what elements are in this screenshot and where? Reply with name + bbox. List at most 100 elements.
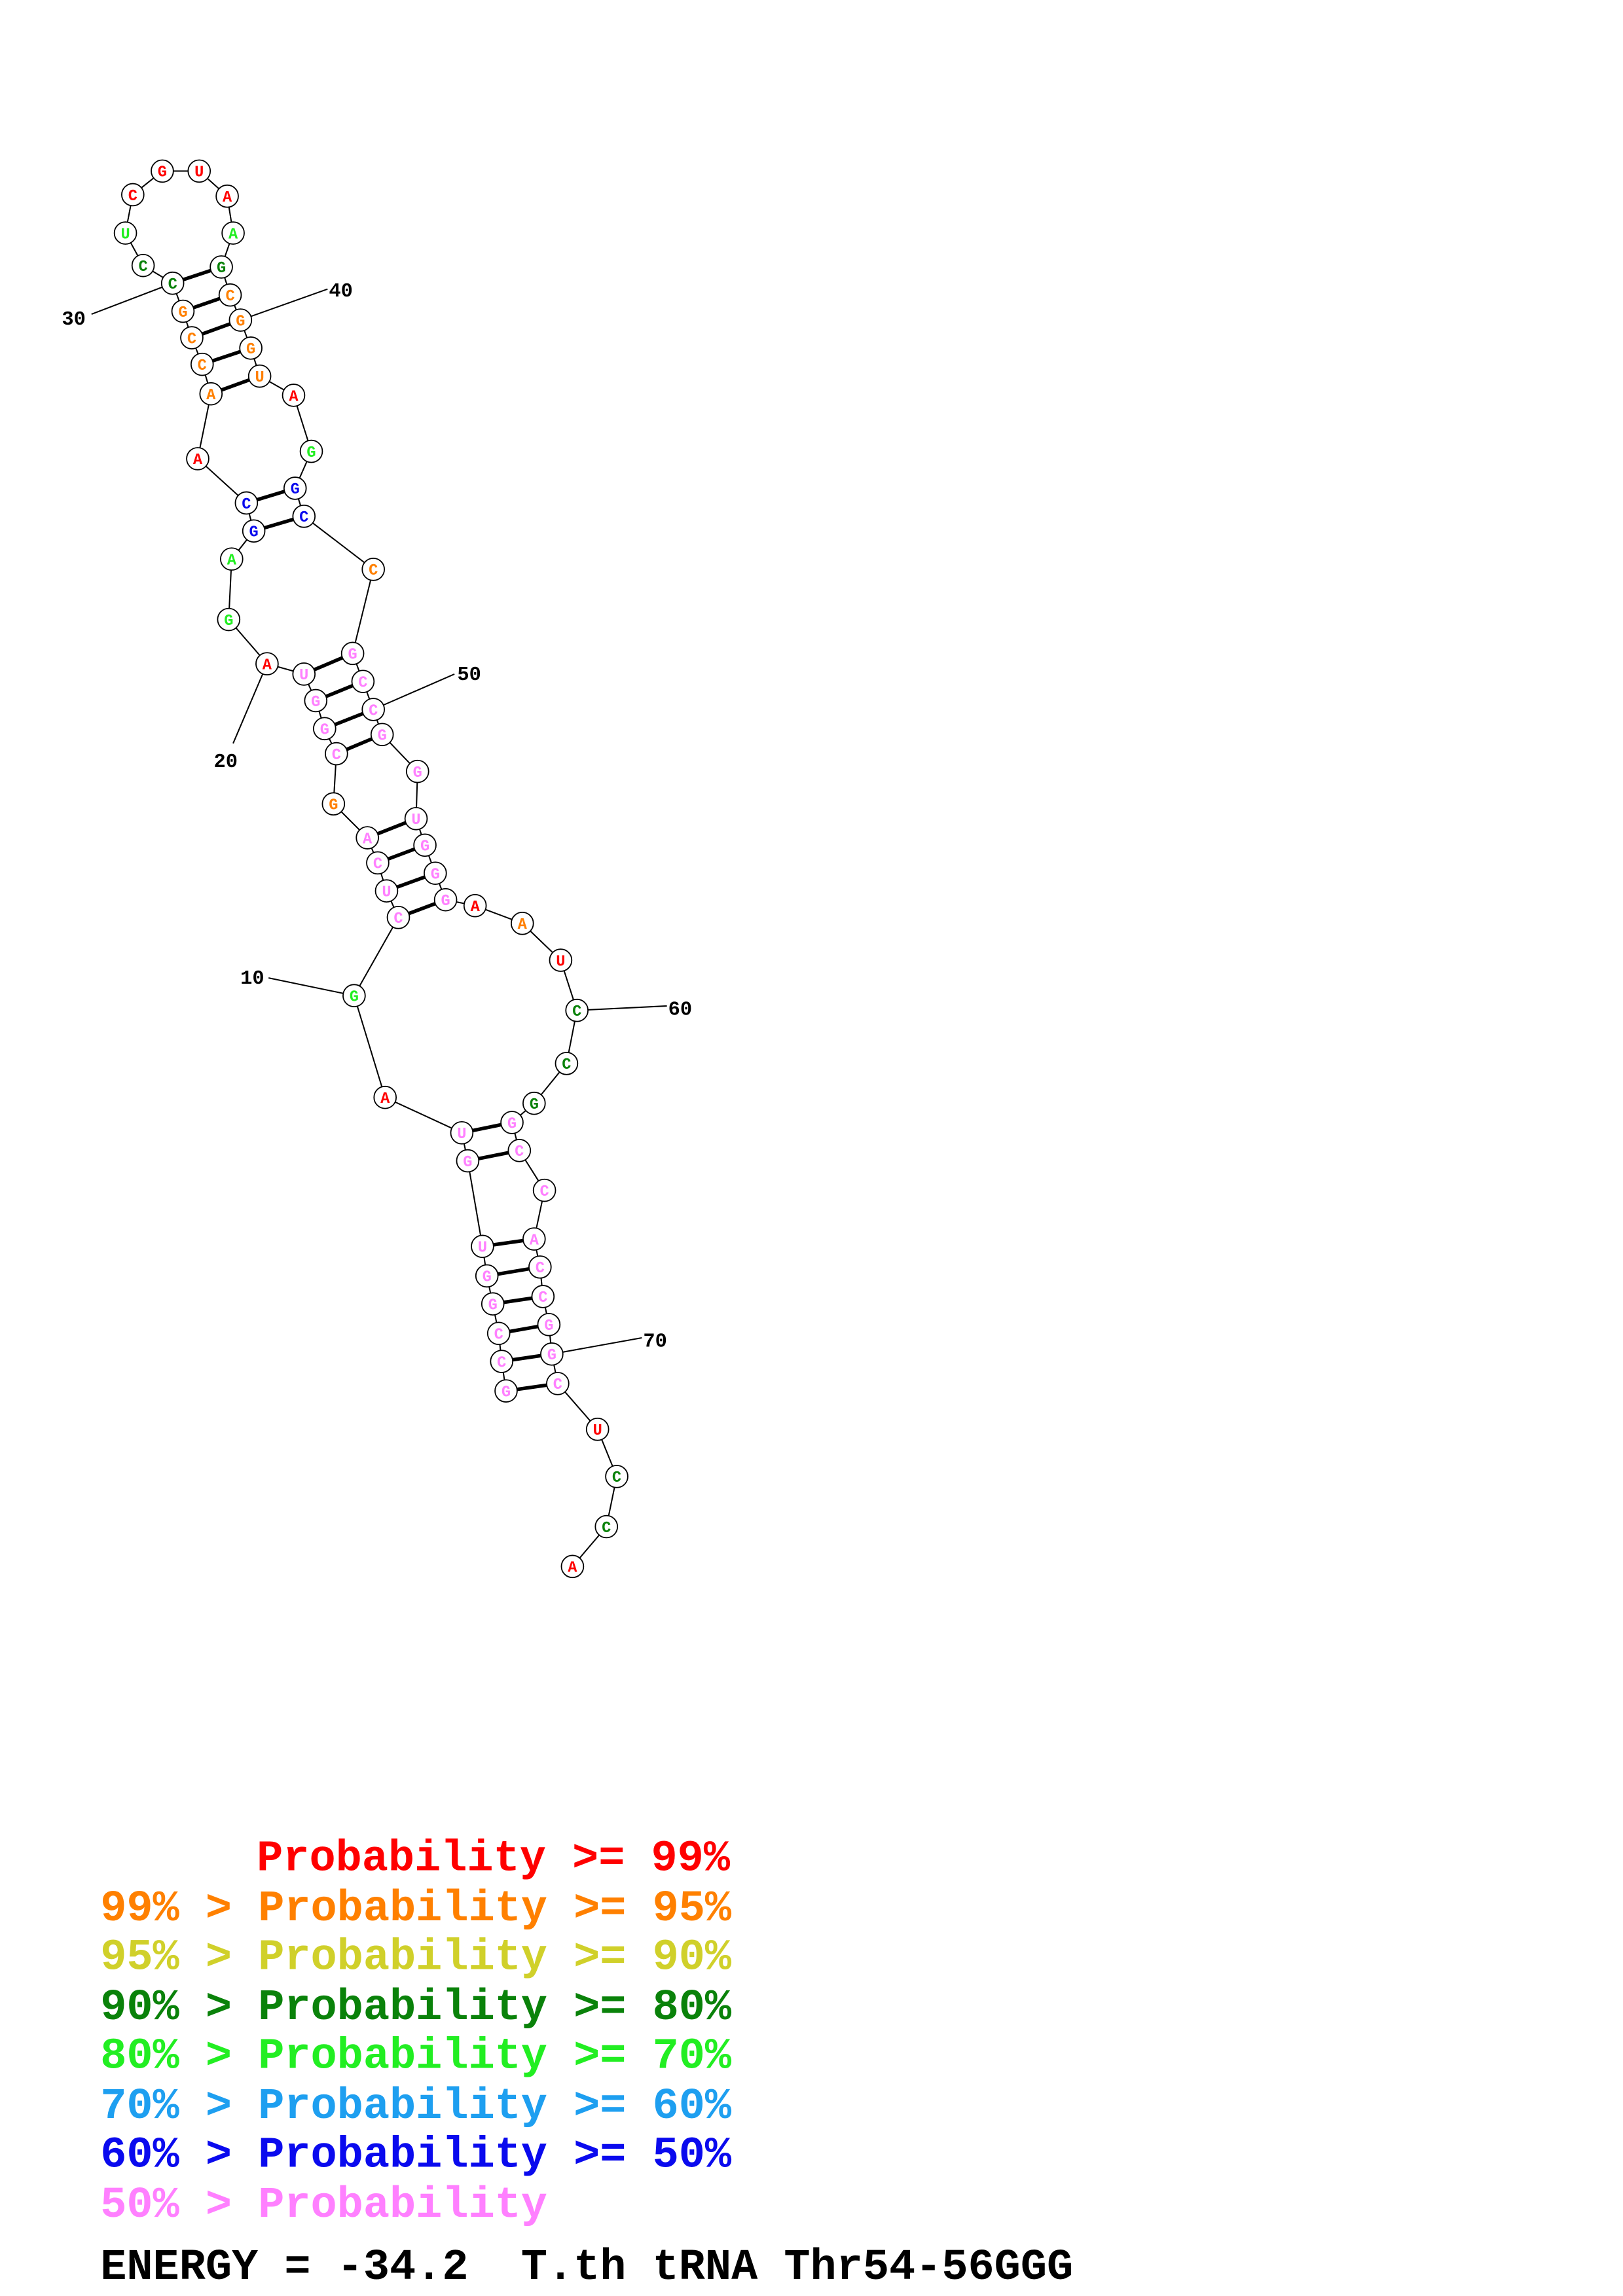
nucleotide-letter: C	[332, 747, 341, 764]
nucleotide: G	[312, 717, 337, 741]
nucleotide: C	[218, 283, 242, 307]
backbone-link	[353, 995, 386, 1098]
nucleotide-circle	[475, 1264, 499, 1288]
nucleotide-circle	[522, 1227, 546, 1251]
nucleotide-circle	[121, 183, 145, 207]
nucleotide: C	[234, 491, 259, 515]
nucleotide-letter: A	[380, 1090, 390, 1108]
nucleotide-circle	[239, 336, 263, 360]
nucleotide: C	[361, 558, 385, 581]
nucleotide: C	[292, 504, 316, 528]
nucleotide-letter: A	[193, 452, 203, 469]
backbone-link	[352, 569, 374, 654]
nucleotide-letter: C	[187, 331, 196, 348]
nucleotide-letter: A	[206, 387, 216, 404]
nucleotide-circle	[187, 159, 211, 183]
nucleotide-circle	[500, 1111, 524, 1134]
nucleotide: U	[292, 662, 316, 686]
nucleotide-letter: U	[593, 1422, 602, 1440]
nucleotide-letter: G	[158, 164, 167, 182]
nucleotide: G	[210, 255, 233, 279]
nucleotide: G	[405, 759, 429, 783]
nucleotide: G	[283, 476, 307, 500]
position-label: 20	[214, 751, 238, 774]
position-labels: 10 20 30 40 50 60 70	[62, 281, 692, 1354]
nucleotide-letter: C	[358, 674, 367, 692]
nucleotide-letter: A	[471, 899, 481, 916]
nucleotide-letter: C	[497, 1354, 506, 1372]
position-label-tick	[232, 663, 268, 744]
position-label-ticks	[91, 282, 667, 1355]
nucleotide-letter: C	[198, 357, 207, 375]
nucleotide: A	[255, 652, 279, 675]
nucleotide: A	[522, 1227, 546, 1251]
nucleotide: G	[239, 336, 263, 360]
nucleotide-circle	[218, 283, 242, 307]
nucleotide: C	[594, 1515, 619, 1539]
nucleotide: C	[486, 1321, 511, 1346]
nucleotide-circle	[481, 1292, 505, 1316]
nucleotide-circle	[215, 184, 239, 208]
nucleotide: C	[351, 670, 375, 693]
nucleotide: C	[361, 698, 385, 721]
nucleotide-circle	[283, 476, 307, 500]
nucleotide: G	[481, 1292, 505, 1316]
nucleotide-letter: C	[225, 288, 234, 306]
nucleotide: G	[242, 519, 266, 543]
nucleotide-letter: C	[299, 509, 308, 527]
nucleotide: U	[374, 879, 399, 903]
nucleotide-circle	[386, 905, 410, 929]
nucleotide: U	[247, 364, 272, 388]
nucleotide-circle	[151, 159, 174, 183]
nucleotide-letter: U	[478, 1240, 487, 1257]
nucleotide-letter: C	[515, 1143, 524, 1161]
probability-legend: Probability >= 99% 99% > Probability >= …	[100, 1835, 732, 2231]
nucleotide-circle	[549, 948, 573, 972]
nucleotide-circle	[351, 670, 375, 693]
legend-entry: Probability >= 99%	[257, 1835, 731, 1884]
nucleotide-letter: G	[507, 1115, 517, 1133]
nucleotide-letter: G	[320, 722, 329, 740]
nucleotide-letter: U	[255, 369, 264, 387]
nucleotide-circle	[510, 911, 534, 935]
nucleotide-circle	[456, 1149, 480, 1173]
nucleotide: A	[373, 1085, 397, 1109]
nucleotide-circle	[370, 723, 394, 747]
nucleotide-letter: U	[299, 667, 308, 685]
nucleotide: G	[171, 299, 195, 323]
nucleotide-circle	[433, 888, 458, 912]
position-label: 40	[329, 281, 353, 303]
nucleotide: C	[507, 1139, 532, 1162]
position-label-tick	[268, 977, 355, 997]
nucleotide-letter: G	[463, 1154, 472, 1172]
nucleotide: G	[522, 1091, 546, 1115]
nucleotide: G	[456, 1149, 480, 1173]
nucleotide-circle	[299, 439, 323, 463]
nucleotide-circle	[507, 1139, 532, 1162]
nucleotide: C	[490, 1350, 514, 1373]
legend-entry: 60% > Probability >= 50%	[100, 2131, 732, 2181]
nucleotide-letter: A	[227, 552, 237, 569]
nucleotide: G	[413, 833, 437, 857]
nucleotide: C	[546, 1372, 570, 1395]
position-label: 10	[240, 968, 264, 990]
position-label: 30	[62, 309, 86, 331]
nucleotide: G	[370, 723, 394, 747]
nucleotide-letter: U	[411, 812, 420, 829]
nucleotide-circle	[413, 833, 437, 857]
legend-entry: 80% > Probability >= 70%	[100, 2032, 732, 2082]
nucleotide-circle	[361, 558, 385, 581]
nucleotide-letter: C	[539, 1183, 549, 1201]
nucleotide: A	[186, 447, 210, 471]
nucleotide-letter: C	[168, 276, 177, 294]
nucleotide: G	[299, 439, 323, 463]
nucleotide-letter: G	[224, 613, 233, 630]
nucleotide-circle	[560, 1554, 585, 1579]
nucleotide: U	[187, 159, 211, 183]
nucleotide: G	[424, 861, 447, 885]
nucleotide-letter: G	[413, 764, 422, 782]
nucleotide-letter: G	[249, 524, 259, 542]
nucleotide-circle	[131, 253, 155, 278]
nucleotide-circle	[113, 221, 137, 245]
